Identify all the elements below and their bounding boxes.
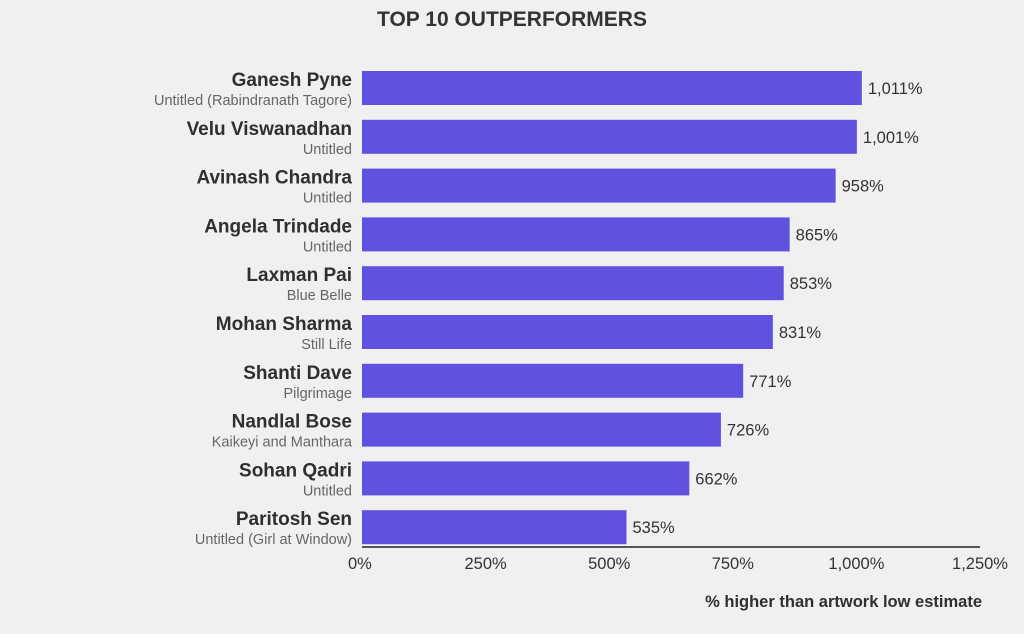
artwork-title-label: Kaikeyi and Manthara [212, 435, 353, 451]
bar [362, 461, 690, 496]
x-tick-label: 0% [348, 555, 372, 573]
x-tick-label: 500% [588, 555, 631, 573]
bar-value-label: 771% [749, 373, 792, 391]
bar [362, 315, 773, 349]
bars-group: 1,011% 1,001% 958% 865% 853% 831% 771% 726% 662%… [362, 71, 923, 545]
bar-value-label: 865% [796, 226, 839, 244]
bar-value-label: 726% [727, 422, 770, 440]
artwork-title-label: Untitled (Girl at Window) [195, 532, 352, 548]
bar-value-label: 831% [779, 324, 822, 342]
artist-name-label: Ganesh Pyne [232, 70, 352, 91]
artist-name-label: Velu Viswanadhan [187, 119, 352, 140]
artwork-title-label: Untitled [303, 239, 352, 255]
bar [362, 168, 836, 203]
artwork-title-label: Untitled [303, 191, 352, 207]
bar-value-label: 853% [790, 275, 833, 293]
x-tick-label: 1,000% [828, 555, 884, 573]
artist-name-label: Shanti Dave [243, 363, 352, 384]
artist-name-label: Mohan Sharma [216, 314, 353, 335]
bar [362, 363, 744, 398]
bar [362, 266, 784, 301]
x-axis-label: % higher than artwork low estimate [705, 593, 982, 611]
x-tick-label: 250% [464, 555, 507, 573]
bar-value-label: 535% [633, 519, 676, 537]
bar [362, 119, 857, 154]
artwork-title-label: Untitled (Rabindranath Tagore) [154, 93, 352, 109]
artist-name-label: Avinash Chandra [196, 168, 352, 189]
artwork-title-label: Untitled [303, 142, 352, 158]
bar-value-label: 958% [842, 178, 885, 196]
bar [362, 510, 627, 545]
bar-value-label: 1,011% [868, 80, 923, 98]
x-axis-ticks-group: 0% 250% 500% 750% 1,000% 1,250% [348, 555, 1008, 573]
bar-value-label: 1,001% [863, 129, 919, 147]
artist-name-label: Laxman Pai [246, 265, 352, 286]
artist-name-label: Nandlal Bose [232, 412, 352, 433]
x-tick-label: 1,250% [952, 555, 1008, 573]
artwork-title-label: Untitled [303, 483, 352, 499]
artwork-title-label: Blue Belle [287, 288, 352, 304]
artist-name-label: Paritosh Sen [236, 509, 352, 530]
bar-value-label: 662% [695, 470, 738, 488]
x-tick-label: 750% [712, 555, 755, 573]
bar [362, 217, 790, 252]
artwork-title-label: Still Life [301, 337, 352, 353]
artwork-title-label: Pilgrimage [284, 386, 353, 402]
artist-name-label: Sohan Qadri [239, 460, 352, 481]
bar [362, 412, 721, 447]
bar [362, 71, 862, 105]
chart-title: TOP 10 OUTPERFORMERS [377, 8, 647, 31]
category-labels-group: Ganesh Pyne Untitled (Rabindranath Tagore… [154, 70, 353, 548]
artist-name-label: Angela Trindade [204, 216, 352, 237]
